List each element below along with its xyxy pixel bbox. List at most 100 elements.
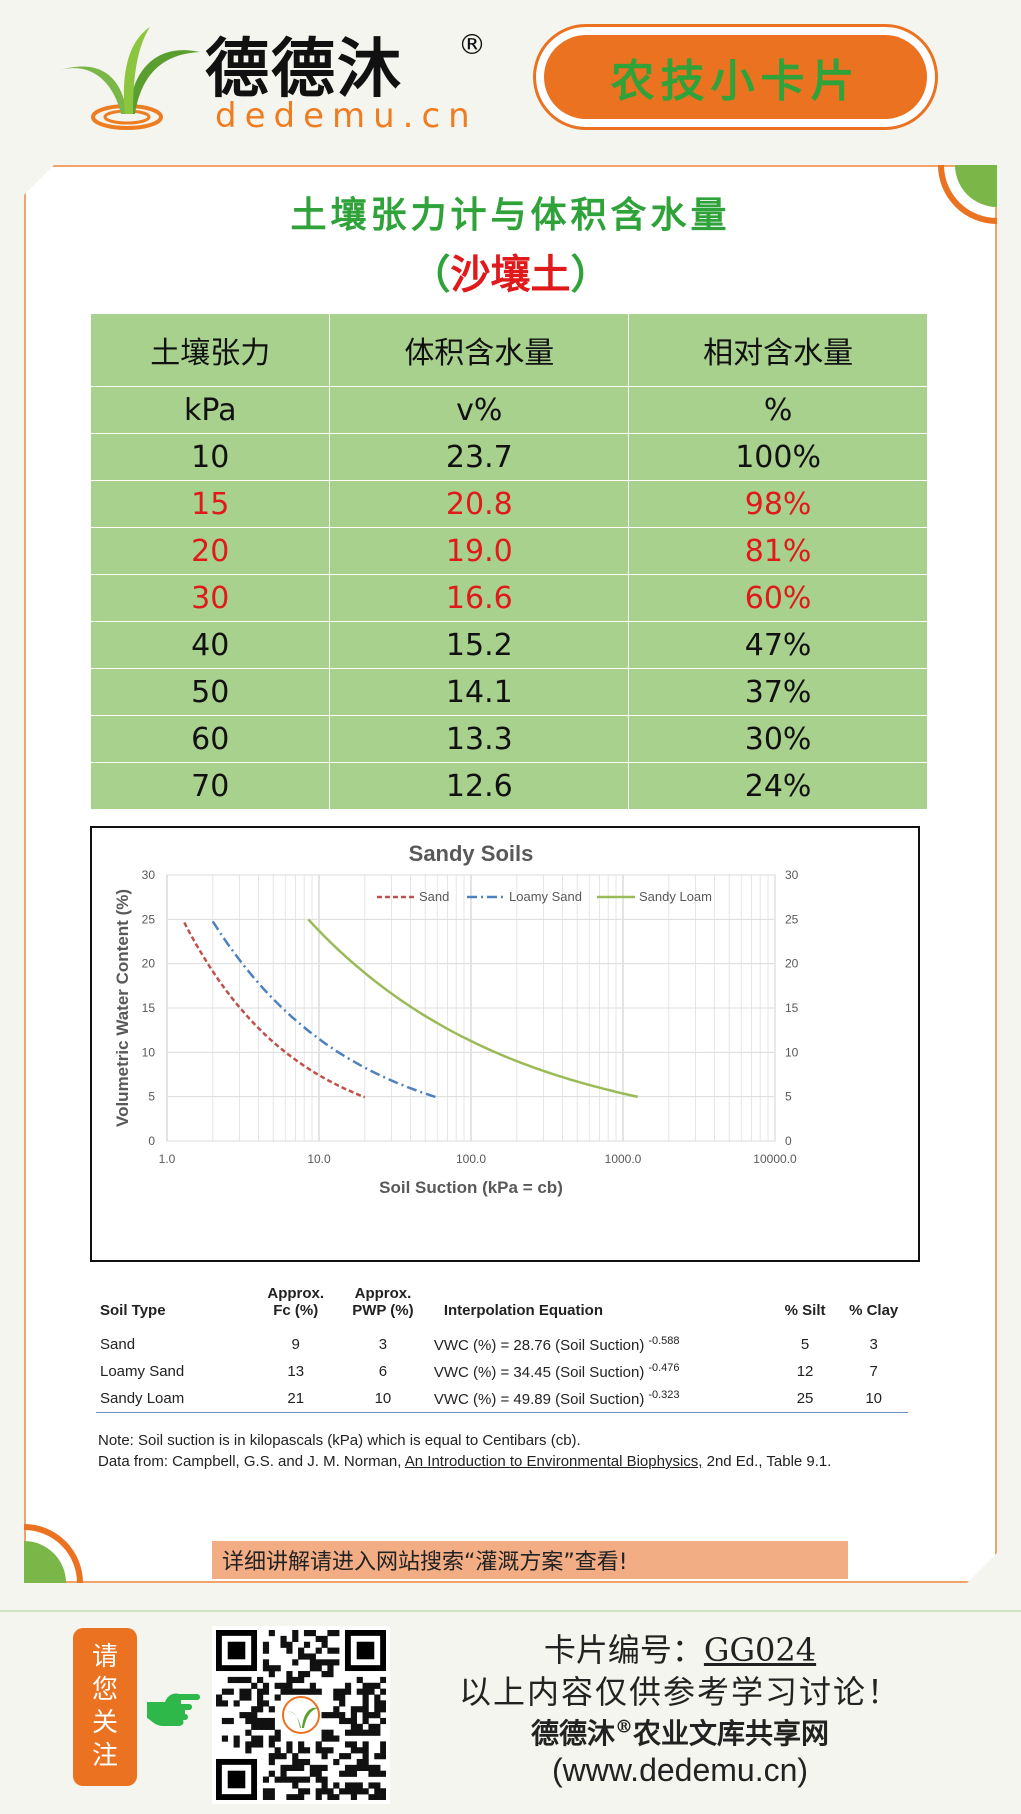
fc-header: Approx. Fc (%) bbox=[267, 1285, 325, 1319]
qr-module bbox=[303, 1788, 311, 1795]
legend-label: Sand bbox=[419, 889, 449, 904]
qr-module bbox=[303, 1747, 311, 1754]
unit-cell: v% bbox=[329, 386, 630, 434]
y-tick-label-left: 20 bbox=[142, 957, 156, 971]
page-subtitle: （沙壤土） bbox=[0, 242, 1021, 300]
subtitle-soil-name: 沙壤土 bbox=[450, 252, 571, 298]
qr-module bbox=[350, 1729, 357, 1736]
qr-module bbox=[303, 1758, 311, 1766]
table-cell-vwc: 23.7 bbox=[329, 433, 630, 481]
qr-module bbox=[374, 1706, 381, 1713]
qr-module bbox=[368, 1794, 375, 1800]
qr-module bbox=[268, 1758, 275, 1766]
qr-module bbox=[262, 1717, 270, 1725]
equation-text: VWC (%) = 49.89 (Soil Suction) bbox=[433, 1391, 645, 1408]
y-tick-label-left: 0 bbox=[148, 1134, 155, 1148]
qr-module bbox=[245, 1712, 252, 1719]
qr-module bbox=[251, 1723, 258, 1730]
corner-decoration-bottom-left bbox=[24, 1524, 83, 1583]
qr-module bbox=[356, 1788, 363, 1795]
qr-module bbox=[274, 1747, 281, 1754]
qr-finder bbox=[227, 1641, 246, 1660]
qr-module bbox=[262, 1688, 270, 1695]
table-cell-rel: 100% bbox=[628, 433, 928, 481]
x-axis-label: Soil Suction (kPa = cb) bbox=[379, 1178, 563, 1197]
tip-bar: 详细讲解请进入网站搜索“灌溉方案”查看! bbox=[212, 1541, 848, 1579]
qr-module bbox=[374, 1782, 381, 1789]
table-cell-vwc: 19.0 bbox=[329, 527, 630, 575]
qr-module bbox=[339, 1717, 346, 1725]
qr-module bbox=[303, 1671, 311, 1678]
table-cell-rel: 98% bbox=[628, 480, 928, 528]
table-cell-vwc: 12.6 bbox=[329, 762, 630, 810]
card-number: GG024 bbox=[703, 1631, 817, 1669]
qr-module bbox=[309, 1630, 316, 1637]
table-cell-tension: 10 bbox=[89, 433, 331, 481]
qr-module bbox=[268, 1671, 275, 1678]
table-row: 10 23.7 100% bbox=[89, 433, 928, 481]
qr-module bbox=[321, 1641, 328, 1648]
qr-module bbox=[344, 1729, 352, 1736]
y-tick-label-left: 5 bbox=[148, 1090, 155, 1104]
table-cell-tension: 15 bbox=[89, 480, 331, 528]
table-cell-tension: 40 bbox=[89, 621, 331, 669]
soil-cell-silt: 25 bbox=[770, 1385, 840, 1413]
qr-module bbox=[245, 1747, 252, 1754]
qr-module bbox=[350, 1770, 357, 1777]
qr-module bbox=[321, 1659, 328, 1666]
source-prefix: Data from: Campbell, G.S. and J. M. Norm… bbox=[98, 1453, 405, 1470]
brand-name: 德德沐 bbox=[205, 32, 403, 107]
qr-module bbox=[362, 1682, 369, 1689]
disclaimer: 以上内容仅供参考学习讨论！ bbox=[458, 1673, 901, 1711]
table-row: 20 19.0 81% bbox=[89, 527, 928, 575]
qr-code[interactable] bbox=[212, 1626, 390, 1804]
qr-module bbox=[333, 1794, 340, 1800]
qr-module bbox=[333, 1735, 340, 1742]
x-tick-label: 10000.0 bbox=[753, 1152, 797, 1166]
qr-module bbox=[344, 1788, 352, 1795]
qr-module bbox=[251, 1712, 258, 1719]
qr-module bbox=[380, 1770, 386, 1777]
header-cell: 体积含水量 bbox=[329, 313, 630, 387]
table-row: 60 13.3 30% bbox=[89, 715, 928, 763]
qr-module bbox=[344, 1682, 352, 1689]
soil-table-header: Soil Type Approx. Fc (%) Approx. PWP (%)… bbox=[96, 1283, 908, 1331]
qr-module bbox=[380, 1741, 386, 1748]
card-badge-label: 农技小卡片 bbox=[544, 35, 927, 119]
table-cell-tension: 30 bbox=[89, 574, 331, 622]
qr-module bbox=[339, 1753, 346, 1760]
follow-char: 注 bbox=[91, 1741, 118, 1771]
qr-module bbox=[286, 1671, 293, 1678]
qr-module bbox=[280, 1776, 287, 1783]
qr-module bbox=[268, 1741, 275, 1748]
soil-cell-equation: VWC (%) = 34.45 (Soil Suction) -0.476 bbox=[430, 1358, 771, 1385]
site-url[interactable]: (www.dedemu.cn) bbox=[551, 1752, 809, 1788]
table-cell-rel: 30% bbox=[628, 715, 928, 763]
qr-module bbox=[380, 1788, 386, 1795]
qr-module bbox=[274, 1735, 281, 1742]
qr-module bbox=[362, 1706, 369, 1713]
y-tick-label-left: 25 bbox=[142, 912, 156, 926]
qr-module bbox=[315, 1741, 322, 1748]
soil-cell-type: Sandy Loam bbox=[96, 1385, 256, 1413]
qr-module bbox=[321, 1729, 328, 1736]
table-cell-rel: 37% bbox=[628, 668, 928, 716]
qr-module bbox=[303, 1776, 311, 1783]
qr-module bbox=[245, 1688, 252, 1695]
qr-module bbox=[315, 1647, 322, 1654]
qr-module bbox=[292, 1782, 299, 1789]
qr-module bbox=[350, 1712, 357, 1719]
qr-module bbox=[362, 1729, 369, 1736]
table-cell-vwc: 20.8 bbox=[329, 480, 630, 528]
qr-module bbox=[344, 1688, 352, 1695]
qr-module bbox=[292, 1659, 299, 1666]
qr-module bbox=[309, 1659, 316, 1666]
qr-module bbox=[374, 1794, 381, 1800]
qr-module bbox=[257, 1676, 264, 1684]
qr-module bbox=[221, 1735, 229, 1742]
qr-module bbox=[298, 1776, 305, 1783]
qr-module bbox=[333, 1647, 340, 1654]
qr-module bbox=[374, 1723, 381, 1730]
unit-cell: kPa bbox=[89, 386, 331, 434]
qr-module bbox=[362, 1694, 369, 1701]
